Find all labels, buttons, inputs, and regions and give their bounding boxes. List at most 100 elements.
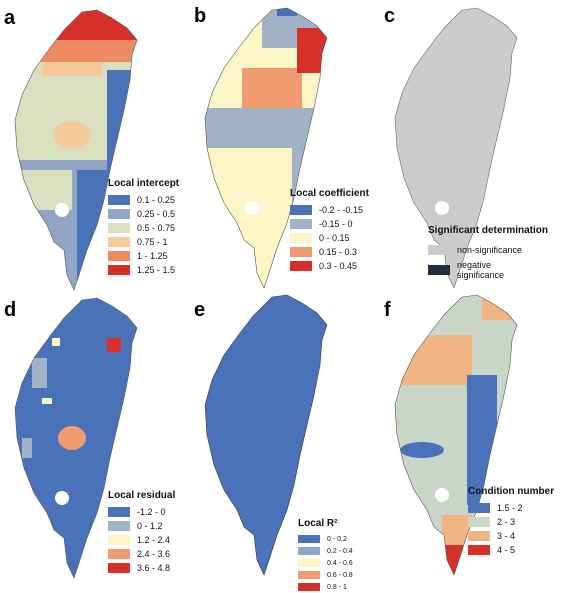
legend-item: 2.4 - 3.6 bbox=[108, 547, 175, 561]
map-region bbox=[400, 442, 444, 458]
legend: Condition number 1.5 - 2 2 - 3 3 - 4 4 - 5 bbox=[468, 486, 554, 557]
legend-item: 0 - 0.15 bbox=[290, 231, 369, 245]
map-region bbox=[52, 338, 60, 346]
legend-label: 2.4 - 3.6 bbox=[137, 549, 171, 559]
legend: Local residual -1.2 - 0 0 - 1.2 1.2 - 2.4 2.… bbox=[108, 490, 175, 575]
legend-item: 0.75 - 1 bbox=[108, 235, 179, 249]
legend-label: 3.6 - 4.8 bbox=[137, 563, 171, 573]
legend-swatch bbox=[298, 547, 320, 555]
legend-item: -0.2 - -0.15 bbox=[290, 203, 369, 217]
legend-title: Significant determination bbox=[428, 225, 549, 236]
map-region bbox=[22, 438, 32, 458]
legend-label: 1 - 1.25 bbox=[137, 251, 168, 261]
map-region bbox=[107, 338, 121, 352]
panel-letter: a bbox=[4, 7, 16, 29]
legend-swatch bbox=[468, 531, 490, 541]
legend-swatch bbox=[290, 233, 312, 243]
legend: Local R² 0 - 0.2 0.2 - 0.4 0.4 - 0.6 0.6 - 0… bbox=[298, 518, 353, 593]
legend-label: 0.6 - 0.8 bbox=[327, 571, 353, 579]
map-region bbox=[58, 426, 86, 450]
legend-item: 0.4 - 0.6 bbox=[298, 557, 353, 569]
legend-label: 0.2 - 0.4 bbox=[327, 547, 353, 555]
legend-label: 2 - 3 bbox=[497, 517, 516, 527]
legend-label: 3 - 4 bbox=[497, 531, 516, 541]
map-region bbox=[402, 335, 472, 385]
legend-item: 1.5 - 2 bbox=[468, 501, 554, 515]
legend-swatch bbox=[428, 265, 450, 275]
legend-item: 0.8 - 1 bbox=[298, 581, 353, 593]
legend-item: 4 - 5 bbox=[468, 543, 554, 557]
panel-letter: c bbox=[384, 5, 395, 27]
legend-swatch bbox=[108, 507, 130, 517]
map-region bbox=[17, 468, 25, 476]
legend-swatch bbox=[290, 261, 312, 271]
legend-label: 0 - 0.15 bbox=[319, 233, 350, 243]
legend-swatch bbox=[108, 535, 130, 545]
map-region bbox=[107, 70, 137, 170]
legend-item: 0.5 - 0.75 bbox=[108, 221, 179, 235]
legend-item: 0.2 - 0.4 bbox=[298, 545, 353, 557]
map-region bbox=[15, 40, 137, 62]
legend-item: 0.6 - 0.8 bbox=[298, 569, 353, 581]
legend-label: 0 - 0.2 bbox=[327, 535, 347, 543]
legend-label: 0.4 - 0.6 bbox=[327, 559, 353, 567]
legend-label: 0.5 - 0.75 bbox=[137, 223, 176, 233]
legend-title: Local residual bbox=[108, 490, 176, 501]
legend-item: 1.2 - 2.4 bbox=[108, 533, 175, 547]
legend-item: 0 - 1.2 bbox=[108, 519, 175, 533]
legend-item: 3 - 4 bbox=[468, 529, 554, 543]
map-region bbox=[482, 295, 517, 320]
legend-item: non-significance bbox=[428, 240, 548, 260]
legend-item: negative significance bbox=[428, 260, 548, 280]
map-region bbox=[297, 28, 327, 73]
legend-swatch bbox=[428, 245, 450, 255]
legend-swatch bbox=[108, 521, 130, 531]
legend-label: 0 - 1.2 bbox=[137, 521, 163, 531]
legend-swatch bbox=[108, 237, 130, 247]
legend-swatch bbox=[108, 265, 130, 275]
legend-label: 1.2 - 2.4 bbox=[137, 535, 171, 545]
map-region bbox=[277, 8, 297, 16]
legend: Local coefficient -0.2 - -0.15 -0.15 - 0 0 … bbox=[290, 188, 369, 273]
legend-title: Local coefficient bbox=[290, 188, 369, 199]
legend-title: Condition number bbox=[468, 486, 555, 497]
legend-swatch bbox=[468, 517, 490, 527]
legend-swatch bbox=[108, 209, 130, 219]
legend-swatch bbox=[108, 223, 130, 233]
panel-letter: d bbox=[4, 299, 16, 321]
legend-item: 0.25 - 0.5 bbox=[108, 207, 179, 221]
map-region bbox=[15, 10, 137, 40]
legend-item: 3.6 - 4.8 bbox=[108, 561, 175, 575]
legend-item: 0.3 - 0.45 bbox=[290, 259, 369, 273]
legend-label: 1.5 - 2 bbox=[497, 503, 523, 513]
legend-label: 0.8 - 1 bbox=[327, 583, 347, 591]
legend-item: -0.15 - 0 bbox=[290, 217, 369, 231]
legend-label: 0.15 - 0.3 bbox=[319, 247, 358, 257]
legend-swatch bbox=[298, 535, 320, 543]
legend-item: 1 - 1.25 bbox=[108, 249, 179, 263]
legend-item: -1.2 - 0 bbox=[108, 505, 175, 519]
map-region bbox=[42, 62, 102, 76]
panel-letter: f bbox=[384, 299, 391, 321]
legend-label: -0.15 - 0 bbox=[319, 219, 353, 229]
legend-item: 0 - 0.2 bbox=[298, 533, 353, 545]
legend-item: 0.15 - 0.3 bbox=[290, 245, 369, 259]
legend-swatch bbox=[468, 503, 490, 513]
legend-title: Local R² bbox=[298, 518, 338, 529]
map-region bbox=[42, 398, 52, 404]
legend-item: 1.25 - 1.5 bbox=[108, 263, 179, 277]
legend-swatch bbox=[468, 545, 490, 555]
map-region bbox=[205, 108, 327, 148]
map-region bbox=[242, 68, 302, 108]
legend: Significant determination non-significanc… bbox=[428, 225, 548, 280]
legend-swatch bbox=[108, 563, 130, 573]
legend-label: non-significance bbox=[457, 245, 523, 255]
legend-swatch bbox=[298, 571, 320, 579]
legend-swatch bbox=[290, 219, 312, 229]
legend-label: 4 - 5 bbox=[497, 545, 516, 555]
legend-swatch bbox=[108, 195, 130, 205]
legend-label: negative significance bbox=[457, 260, 505, 280]
legend-swatch bbox=[108, 251, 130, 261]
legend-swatch bbox=[108, 549, 130, 559]
